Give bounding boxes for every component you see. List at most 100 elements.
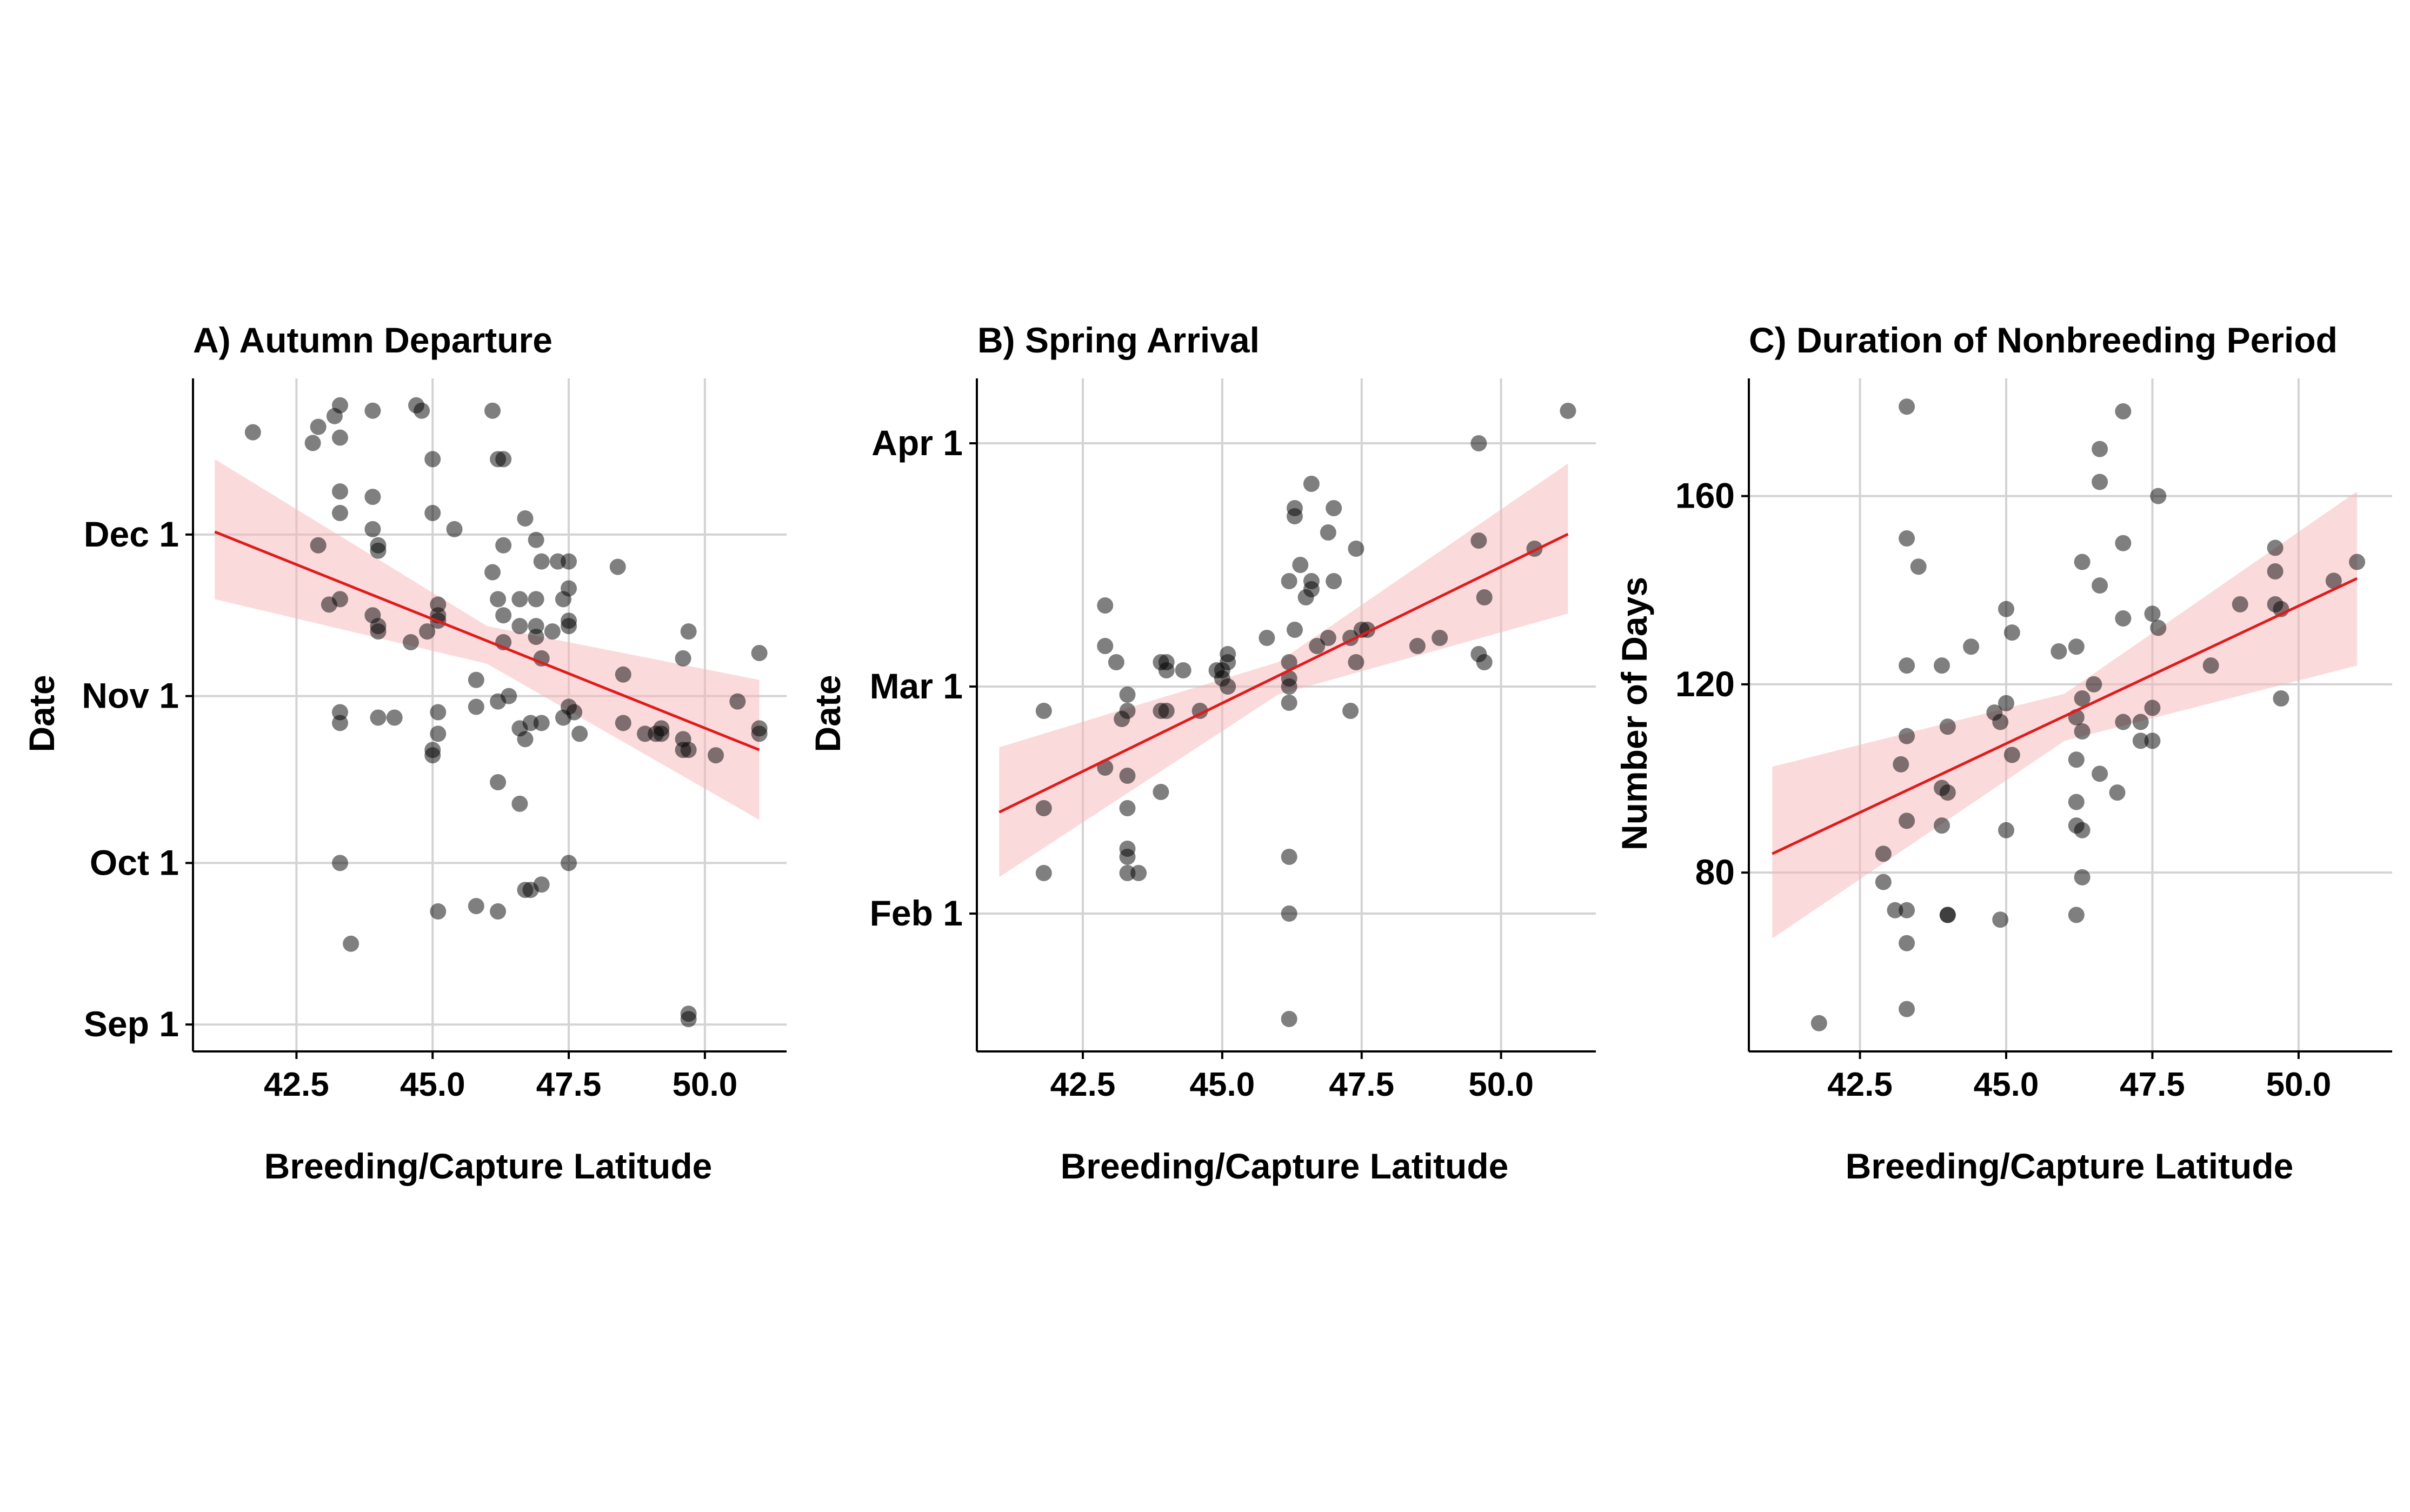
data-point	[1998, 601, 2014, 617]
x-tick-label: 47.5	[1329, 1066, 1394, 1103]
data-point	[364, 489, 381, 505]
data-point	[430, 704, 447, 721]
data-point	[1348, 541, 1364, 557]
data-point	[1470, 435, 1487, 451]
data-point	[1899, 1001, 1915, 1017]
panel-autumn-departure: A) Autumn Departure 42.5 45.0 47.5 50.0 Sep …	[22, 320, 787, 1186]
data-point	[2267, 539, 2283, 556]
x-axis-label: Breeding/Capture Latitude	[264, 1146, 713, 1186]
x-tick-label: 42.5	[1050, 1066, 1116, 1103]
data-point	[495, 537, 512, 554]
data-point	[2068, 638, 2085, 655]
data-point	[2232, 596, 2248, 612]
data-point	[1342, 703, 1359, 719]
data-point	[1939, 907, 1956, 923]
data-point	[1998, 695, 2014, 711]
data-point	[2144, 700, 2161, 716]
x-tick-label: 42.5	[264, 1066, 329, 1103]
data-point	[1893, 756, 1909, 772]
data-point	[419, 623, 436, 640]
data-point	[615, 715, 631, 731]
data-point	[2074, 690, 2091, 707]
data-point	[343, 935, 359, 952]
data-point	[331, 591, 348, 608]
data-point	[1286, 622, 1303, 638]
data-point	[528, 531, 544, 548]
data-point	[1320, 524, 1336, 541]
data-point	[484, 402, 501, 419]
data-point	[1303, 573, 1320, 589]
data-point	[2068, 794, 2085, 810]
data-point	[1220, 654, 1236, 670]
data-point	[1281, 654, 1297, 670]
data-point	[609, 558, 626, 575]
data-point	[1119, 768, 1136, 784]
data-point	[1281, 695, 1297, 711]
y-tick-label: Mar 1	[870, 666, 963, 706]
panel-nonbreeding-duration: C) Duration of Nonbreeding Period 42.5 45…	[1614, 320, 2392, 1186]
data-point	[402, 634, 419, 651]
data-point	[561, 553, 577, 570]
data-point	[511, 618, 528, 635]
data-point	[2074, 869, 2091, 885]
data-point	[1887, 902, 1903, 918]
panel-title: A) Autumn Departure	[193, 320, 552, 360]
data-point	[1097, 597, 1114, 614]
data-point	[1470, 532, 1487, 549]
data-point	[533, 715, 550, 731]
data-point	[561, 618, 577, 635]
data-point	[1158, 703, 1175, 719]
data-point	[1992, 911, 2009, 928]
y-tick-label: Feb 1	[870, 893, 963, 933]
data-point	[364, 402, 381, 419]
data-point	[561, 580, 577, 597]
y-tick-label: Dec 1	[84, 514, 179, 554]
data-point	[484, 564, 501, 581]
y-tick-label: 80	[1695, 852, 1735, 892]
data-point	[511, 795, 528, 812]
data-point	[1175, 662, 1191, 678]
data-point	[244, 424, 261, 441]
data-point	[1963, 638, 1980, 655]
data-point	[304, 435, 321, 451]
data-point	[517, 510, 534, 527]
data-point	[1409, 638, 1426, 654]
x-tick-label: 50.0	[673, 1066, 738, 1103]
data-point	[2109, 784, 2126, 801]
trend-line	[998, 532, 1569, 814]
data-point	[2051, 643, 2067, 660]
data-point	[2074, 554, 2091, 570]
data-point	[424, 747, 441, 764]
data-point	[1297, 589, 1314, 605]
y-tick-label: Sep 1	[84, 1004, 179, 1044]
x-tick-label: 45.0	[400, 1066, 465, 1103]
data-point	[1348, 654, 1364, 670]
data-point	[1326, 573, 1342, 589]
data-point	[561, 855, 577, 871]
data-point	[364, 521, 381, 537]
data-point	[1281, 849, 1297, 865]
data-point	[2132, 732, 2149, 749]
data-point	[331, 483, 348, 500]
data-point	[2325, 572, 2342, 589]
data-point	[490, 903, 507, 920]
data-point	[2202, 657, 2219, 674]
data-point	[1875, 874, 1892, 890]
data-point	[708, 747, 724, 764]
plot-area: 42.5 45.0 47.5 50.0 Sep 1 Oct 1 Nov 1 Dec 1	[82, 378, 787, 1103]
data-point	[615, 666, 631, 683]
data-point	[2150, 488, 2167, 504]
trend-line	[214, 530, 760, 751]
data-point	[1899, 812, 1915, 829]
x-axis-label: Breeding/Capture Latitude	[1061, 1146, 1509, 1186]
data-point	[1119, 800, 1136, 816]
data-point	[2003, 624, 2020, 641]
data-point	[511, 591, 528, 608]
data-point	[1432, 630, 1448, 646]
panel-title: B) Spring Arrival	[977, 320, 1260, 360]
x-tick-label: 45.0	[1974, 1066, 2039, 1103]
data-point	[1119, 687, 1136, 703]
data-point	[424, 451, 441, 468]
data-point	[446, 521, 463, 537]
data-point	[2144, 732, 2161, 749]
